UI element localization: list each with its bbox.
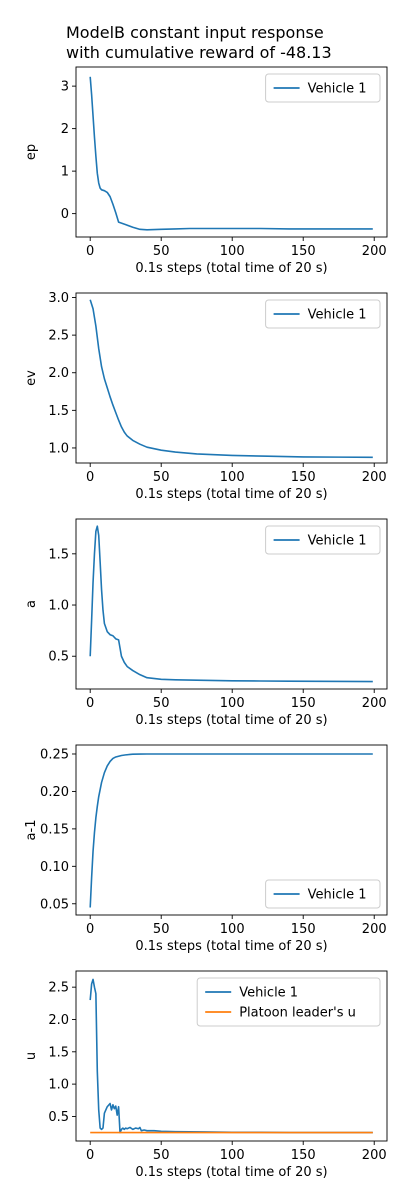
x-tick-label: 150 <box>291 244 316 259</box>
series-line-1 <box>89 525 373 683</box>
legend-box <box>265 525 381 555</box>
legend-entry: Platoon leader's u <box>239 1006 356 1021</box>
y-tick-label: 1.5 <box>48 1045 69 1060</box>
axes-frame <box>75 518 388 690</box>
x-tick-label: 50 <box>153 922 170 937</box>
legend-entry: Vehicle 1 <box>308 82 367 97</box>
legend-box <box>265 299 381 329</box>
legend-entry: Vehicle 1 <box>308 888 367 903</box>
y-axis-label: a <box>24 600 39 608</box>
x-tick-label: 150 <box>291 922 316 937</box>
subplot-5: 0 50 100 150 200 0.5 1.0 1.5 2.0 2.5 0.1s steps (t… <box>24 970 388 1180</box>
y-tick-label: 1.5 <box>48 404 69 419</box>
x-tick-label: 150 <box>291 470 316 485</box>
chart-title: ModelB constant input response with cumu… <box>66 23 332 62</box>
y-tick-label: 1.5 <box>48 547 69 562</box>
axes-frame <box>75 744 388 916</box>
legend: Vehicle 1 <box>265 525 381 555</box>
legend: Vehicle 1 Platoon leader's u <box>196 977 381 1027</box>
subplot-2: 0 50 100 150 200 1.0 1.5 2.0 2.5 3.0 0.1s steps (t… <box>24 291 388 502</box>
legend: Vehicle 1 <box>265 299 381 329</box>
series-line-1 <box>89 299 373 459</box>
legend: Vehicle 1 <box>265 879 381 909</box>
y-tick-label: 0.5 <box>48 650 69 665</box>
legend-entry: Vehicle 1 <box>239 986 298 1001</box>
y-tick-label: 3 <box>61 80 69 95</box>
x-tick-label: 50 <box>153 696 170 711</box>
x-tick-label: 0 <box>86 922 94 937</box>
x-tick-label: 50 <box>153 244 170 259</box>
x-axis-label: 0.1s steps (total time of 20 s) <box>135 487 327 502</box>
x-axis-label: 0.1s steps (total time of 20 s) <box>135 939 327 954</box>
y-axis-label: a-1 <box>24 820 39 841</box>
x-tick-label: 100 <box>220 696 245 711</box>
legend-entry: Vehicle 1 <box>308 308 367 323</box>
x-tick-label: 200 <box>362 1148 387 1163</box>
x-tick-label: 100 <box>220 922 245 937</box>
y-tick-label: 0.15 <box>40 822 69 837</box>
subplot-1: 0 50 100 150 200 0 1 2 3 0.1s steps (total time o… <box>24 66 388 276</box>
x-tick-label: 100 <box>220 1148 245 1163</box>
axes-frame <box>75 292 388 464</box>
y-tick-label: 0.05 <box>40 897 69 912</box>
x-axis-label: 0.1s steps (total time of 20 s) <box>135 261 327 276</box>
x-axis-label: 0.1s steps (total time of 20 s) <box>135 1165 327 1180</box>
y-tick-label: 0.5 <box>48 1110 69 1125</box>
subplot-3: 0 50 100 150 200 0.5 1.0 1.5 0.1s steps (total t… <box>24 518 388 728</box>
axes-frame <box>75 970 388 1142</box>
x-tick-label: 200 <box>362 696 387 711</box>
y-tick-label: 0 <box>61 207 69 222</box>
y-tick-label: 0.25 <box>40 747 69 762</box>
y-tick-label: 2.0 <box>48 366 69 381</box>
y-tick-label: 1 <box>61 165 69 180</box>
subplots: 0 50 100 150 200 0 1 2 3 0.1s steps (total time o… <box>24 66 388 1180</box>
y-axis-label: u <box>24 1052 39 1060</box>
y-axis-label: ep <box>24 144 39 160</box>
axes-frame <box>75 66 388 238</box>
legend-box <box>265 879 381 909</box>
x-tick-label: 200 <box>362 244 387 259</box>
series-line-1 <box>89 76 373 231</box>
x-tick-label: 200 <box>362 922 387 937</box>
x-tick-label: 100 <box>220 244 245 259</box>
x-tick-label: 0 <box>86 696 94 711</box>
chart-title-line-2: with cumulative reward of -48.13 <box>66 43 332 62</box>
x-tick-label: 150 <box>291 696 316 711</box>
y-tick-label: 3.0 <box>48 291 69 306</box>
x-tick-label: 0 <box>86 244 94 259</box>
x-tick-label: 200 <box>362 470 387 485</box>
y-tick-label: 0.20 <box>40 785 69 800</box>
y-tick-label: 2.0 <box>48 1013 69 1028</box>
series-line-1 <box>89 753 373 908</box>
y-tick-label: 1.0 <box>48 599 69 614</box>
x-tick-label: 0 <box>86 470 94 485</box>
subplot-4: 0 50 100 150 200 0.05 0.10 0.15 0.20 0.25 0.1s ste… <box>24 744 388 954</box>
legend-box <box>196 977 381 1027</box>
x-tick-label: 150 <box>291 1148 316 1163</box>
y-tick-label: 2 <box>61 122 69 137</box>
series-line-1 <box>89 978 373 1134</box>
y-tick-label: 1.0 <box>48 441 69 456</box>
legend-entry: Vehicle 1 <box>308 534 367 549</box>
y-tick-label: 2.5 <box>48 329 69 344</box>
chart-title-line-1: ModelB constant input response <box>66 23 324 42</box>
legend: Vehicle 1 <box>265 73 381 103</box>
x-axis-label: 0.1s steps (total time of 20 s) <box>135 713 327 728</box>
x-tick-label: 100 <box>220 470 245 485</box>
y-tick-label: 2.5 <box>48 981 69 996</box>
x-tick-label: 50 <box>153 1148 170 1163</box>
y-tick-label: 1.0 <box>48 1078 69 1093</box>
x-tick-label: 50 <box>153 470 170 485</box>
y-axis-label: ev <box>24 370 39 386</box>
y-tick-label: 0.10 <box>40 860 69 875</box>
legend-box <box>265 73 381 103</box>
x-tick-label: 0 <box>86 1148 94 1163</box>
